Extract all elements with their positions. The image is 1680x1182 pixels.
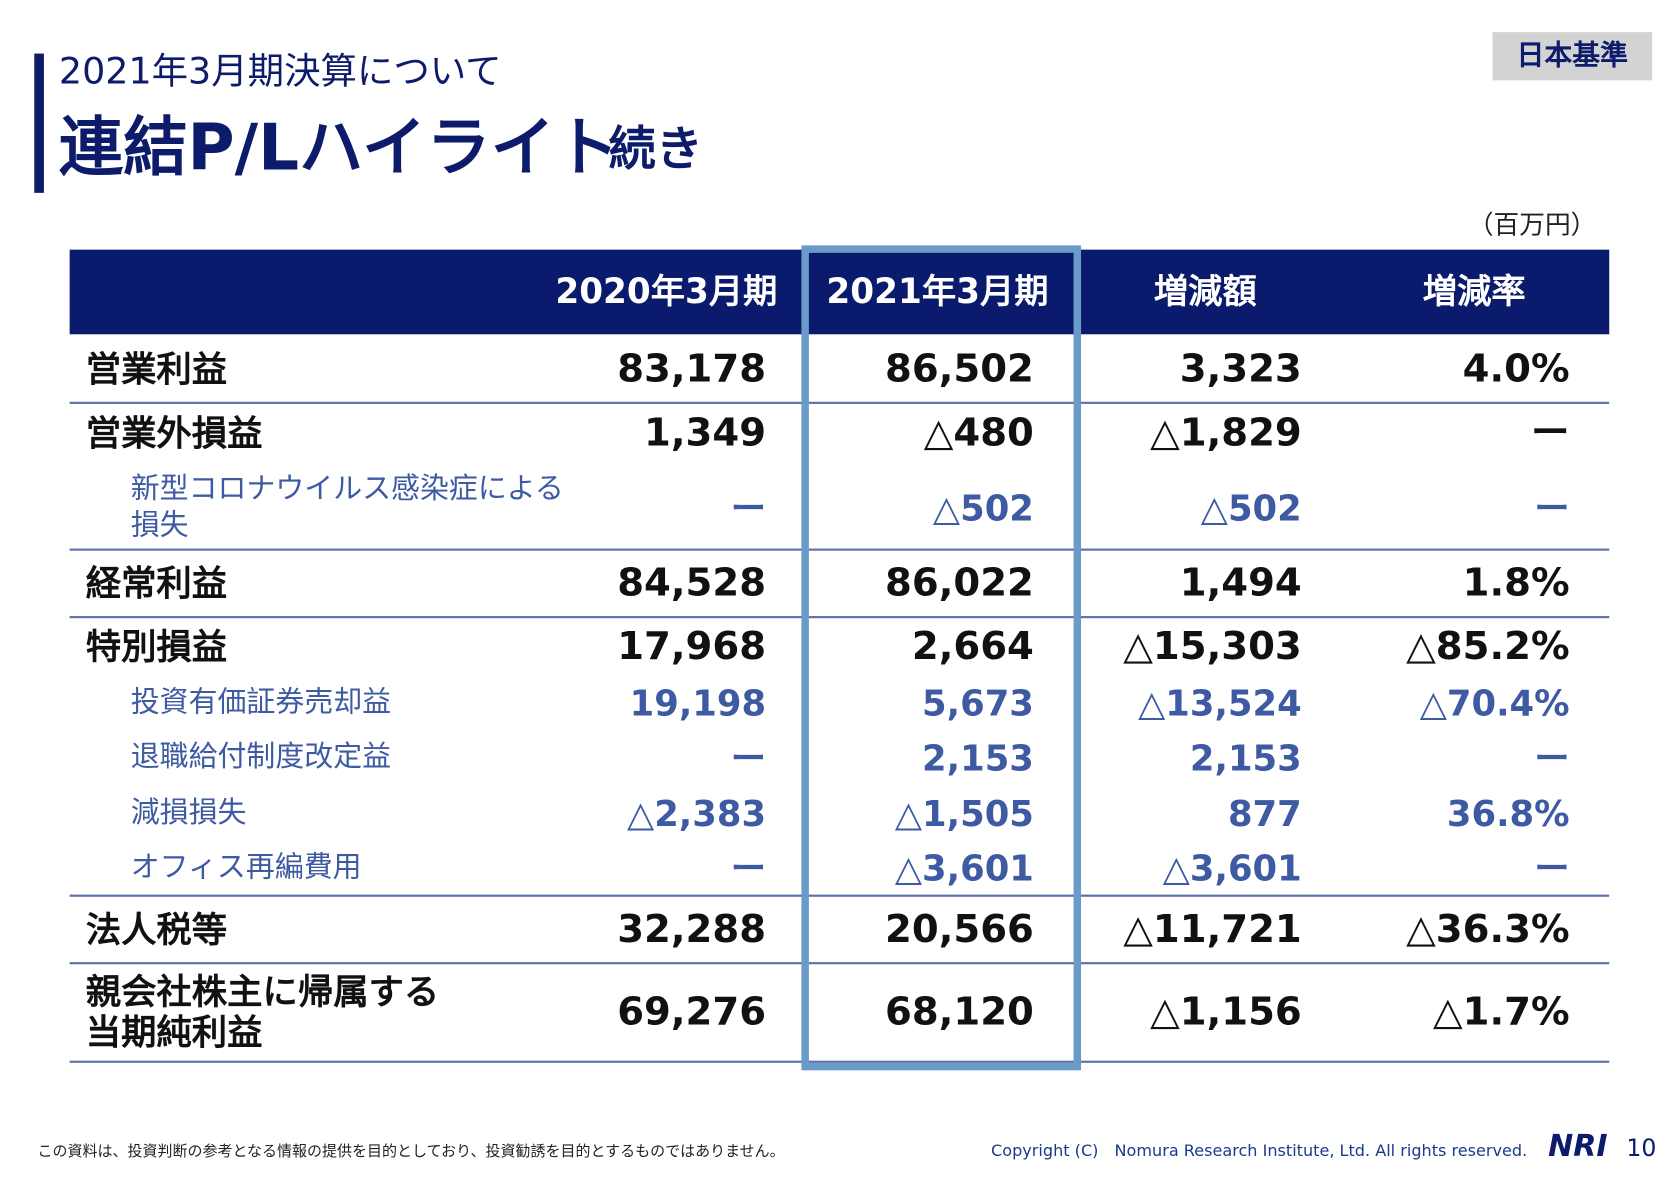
cell-value: △36.3% bbox=[1406, 907, 1570, 952]
cell-value: 86,502 bbox=[885, 347, 1034, 392]
row-separator bbox=[69, 548, 1610, 551]
row-label: 営業利益 bbox=[85, 348, 228, 390]
row-label: 特別損益 bbox=[85, 625, 228, 668]
accent-bar bbox=[34, 53, 44, 193]
cell-value: 3,323 bbox=[1179, 347, 1302, 392]
row-separator bbox=[69, 401, 1610, 404]
cell-value: 83,178 bbox=[617, 347, 767, 392]
cell-value: ー bbox=[1531, 411, 1570, 456]
cell-value: ー bbox=[1534, 736, 1570, 779]
cell-value: 19,198 bbox=[629, 681, 767, 724]
cell-value: 17,968 bbox=[617, 624, 767, 669]
cell-value: 36.8% bbox=[1446, 792, 1570, 835]
row-label: 法人税等 bbox=[85, 908, 228, 951]
cell-value: 20,566 bbox=[885, 907, 1034, 952]
column-header: 2021年3月期 bbox=[826, 271, 1049, 312]
table-header bbox=[69, 249, 1610, 335]
cell-value: ー bbox=[730, 486, 767, 529]
cell-value: 2,664 bbox=[911, 624, 1034, 669]
cell-value: 32,288 bbox=[617, 907, 767, 952]
cell-value: ー bbox=[1534, 846, 1570, 889]
highlight-box bbox=[801, 245, 1082, 1071]
cell-value: 4.0% bbox=[1462, 347, 1570, 392]
cell-value: △15,303 bbox=[1123, 624, 1302, 669]
column-header: 増減率 bbox=[1422, 271, 1526, 312]
row-separator bbox=[69, 962, 1610, 964]
sub-row-label: 退職給付制度改定益 bbox=[130, 740, 392, 774]
cell-value: 2,153 bbox=[922, 736, 1034, 779]
cell-value: 5,673 bbox=[922, 681, 1034, 724]
row-label: 経常利益 bbox=[85, 562, 228, 605]
cell-value: △1.7% bbox=[1432, 989, 1570, 1034]
row-separator bbox=[69, 894, 1610, 897]
cell-value: △13,524 bbox=[1138, 681, 1302, 724]
cell-value: 2,153 bbox=[1189, 736, 1302, 779]
cell-value: 86,022 bbox=[885, 561, 1034, 606]
cell-value: △480 bbox=[923, 411, 1034, 456]
cell-value: △1,829 bbox=[1150, 411, 1302, 456]
logo: NRI bbox=[1548, 1128, 1608, 1164]
row-label: 営業外損益 bbox=[85, 412, 263, 455]
cell-value: 69,276 bbox=[617, 989, 767, 1034]
sub-row-label: 新型コロナウイルス感染症による 損失 bbox=[130, 472, 564, 543]
column-header: 増減額 bbox=[1153, 271, 1257, 312]
row-label: 親会社株主に帰属する 当期純利益 bbox=[85, 970, 440, 1054]
cell-value: 877 bbox=[1227, 792, 1302, 835]
cell-value: △85.2% bbox=[1406, 624, 1570, 669]
sub-row-label: 投資有価証券売却益 bbox=[130, 685, 392, 719]
title: 連結P/Lハイライト bbox=[58, 110, 620, 186]
cell-value: △2,383 bbox=[627, 792, 767, 835]
cell-value: △502 bbox=[932, 486, 1034, 529]
row-separator bbox=[69, 1060, 1610, 1063]
cell-value: 1.8% bbox=[1462, 561, 1570, 606]
column-header: 2020年3月期 bbox=[555, 271, 778, 312]
disclaimer: この資料は、投資判断の参考となる情報の提供を目的としており、投資勧誘を目的とする… bbox=[37, 1143, 785, 1161]
sub-row-label: 減損損失 bbox=[130, 796, 247, 830]
cell-value: 84,528 bbox=[617, 561, 767, 606]
row-separator bbox=[69, 616, 1610, 618]
badge: 日本基準 bbox=[1492, 32, 1653, 81]
cell-value: △3,601 bbox=[1162, 846, 1302, 889]
subtitle: 2021年3月期決算について bbox=[58, 50, 502, 94]
cell-value: 68,120 bbox=[885, 989, 1034, 1034]
title-suffix: 続き bbox=[608, 122, 703, 177]
cell-value: ー bbox=[730, 846, 767, 889]
cell-value: 1,494 bbox=[1179, 561, 1302, 606]
page-number: 10 bbox=[1626, 1135, 1657, 1163]
cell-value: △1,156 bbox=[1150, 989, 1302, 1034]
cell-value: △1,505 bbox=[894, 792, 1034, 835]
copyright: Copyright (C) Nomura Research Institute,… bbox=[991, 1141, 1528, 1161]
cell-value: △502 bbox=[1200, 486, 1302, 529]
sub-row-label: オフィス再編費用 bbox=[130, 850, 362, 884]
cell-value: △70.4% bbox=[1419, 681, 1570, 724]
cell-value: 1,349 bbox=[644, 411, 767, 456]
cell-value: △11,721 bbox=[1123, 907, 1302, 952]
cell-value: ー bbox=[730, 736, 767, 779]
cell-value: ー bbox=[1534, 486, 1570, 529]
cell-value: △3,601 bbox=[894, 846, 1034, 889]
unit: （百万円） bbox=[1467, 209, 1597, 240]
